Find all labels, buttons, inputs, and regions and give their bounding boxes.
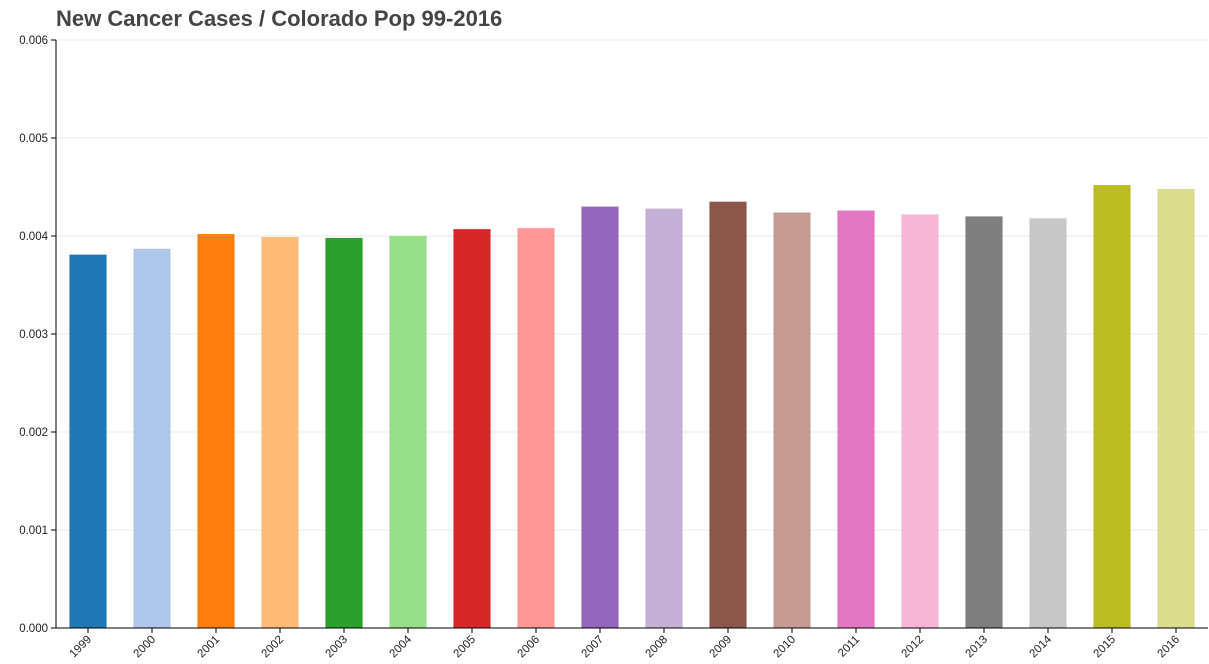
bar-2011 (837, 210, 875, 628)
x-tick-label: 2009 (708, 634, 735, 661)
x-tick-label: 2008 (644, 634, 671, 661)
x-axis: 1999 2000 2001 2002 2003 2004 2005 2006 2007 2008… (56, 627, 1208, 661)
x-tick-label: 2012 (900, 634, 927, 661)
bar-2008 (645, 208, 683, 628)
bar-2014 (1029, 218, 1067, 629)
bar-2002 (261, 236, 299, 629)
y-axis: 0.000 0.001 0.002 0.003 0.004 0.005 0.006 (19, 35, 57, 635)
bar-2004 (389, 236, 427, 628)
bar-2001 (197, 234, 235, 629)
x-tick-label: 2007 (580, 634, 607, 661)
y-tick-label: 0.004 (19, 231, 48, 243)
grid-lines (56, 39, 1208, 531)
y-tick-label: 0.000 (19, 623, 48, 635)
y-tick-label: 0.006 (19, 35, 48, 47)
x-tick-label: 2000 (132, 634, 159, 661)
x-tick-label: 2016 (1156, 634, 1183, 661)
x-tick-label: 2004 (388, 633, 415, 660)
x-tick-label: 2003 (324, 634, 351, 661)
bar-2015 (1093, 185, 1131, 629)
bar-2012 (901, 214, 939, 628)
bar-2006 (517, 228, 555, 628)
bar-2003 (325, 237, 363, 628)
x-tick-label: 2001 (196, 634, 223, 661)
x-tick-label: 1999 (68, 634, 95, 661)
bars-group (69, 185, 1195, 629)
bar-2010 (773, 212, 811, 629)
x-tick-label: 2011 (836, 634, 862, 660)
bar-2007 (581, 206, 619, 628)
x-tick-label: 2013 (964, 634, 991, 661)
x-tick-label: 2005 (452, 634, 479, 661)
chart-title: New Cancer Cases / Colorado Pop 99-2016 (56, 6, 503, 31)
y-tick-label: 0.005 (19, 133, 48, 145)
bar-1999 (69, 254, 107, 628)
x-tick-label: 2010 (772, 634, 799, 661)
bar-2005 (453, 229, 491, 628)
bar-2000 (133, 248, 171, 629)
x-tick-label: 2002 (260, 634, 287, 661)
bar-2016 (1157, 188, 1195, 628)
y-tick-label: 0.003 (19, 329, 48, 341)
bar-2009 (709, 201, 747, 628)
bar-2013 (965, 216, 1003, 628)
x-tick-label: 2015 (1092, 634, 1119, 661)
y-tick-label: 0.001 (19, 525, 48, 537)
x-tick-label: 2014 (1028, 633, 1055, 660)
y-tick-label: 0.002 (19, 427, 48, 439)
x-tick-label: 2006 (516, 634, 543, 661)
